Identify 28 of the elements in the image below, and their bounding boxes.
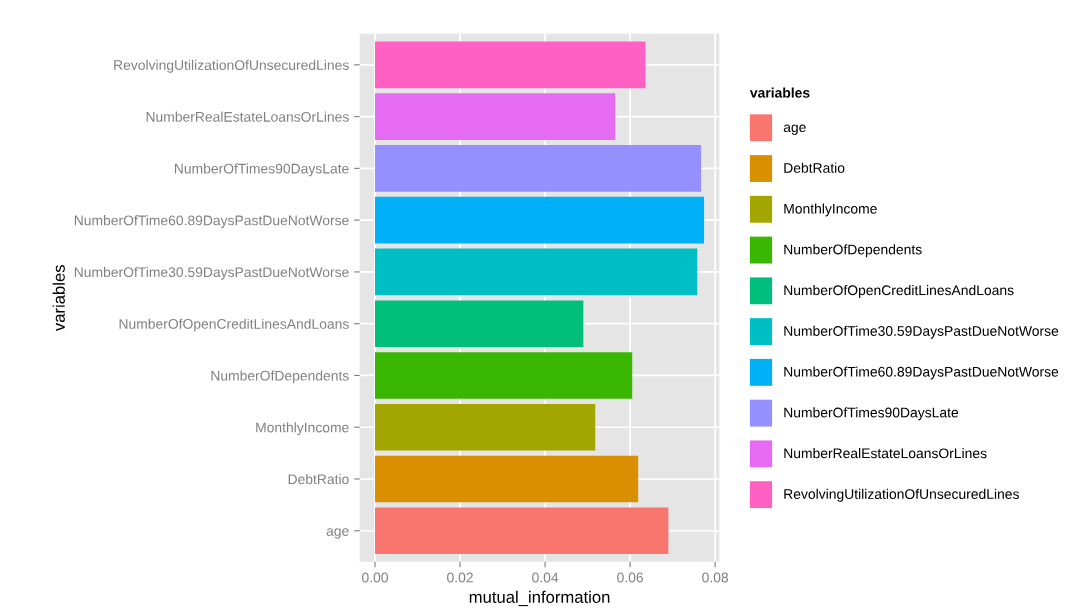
y-tick-label: DebtRatio xyxy=(288,473,349,485)
x-tick-label: 0.00 xyxy=(362,572,388,583)
y-tick-label: RevolvingUtilizationOfUnsecuredLines xyxy=(114,59,349,73)
y-tick-label: age xyxy=(326,528,349,539)
y-tick-label: NumberOfTimes90DaysLate xyxy=(174,163,349,177)
legend-label: NumberOfTimes90DaysLate xyxy=(784,407,959,421)
legend-label: NumberRealEstateLoansOrLines xyxy=(784,448,987,459)
y-tick-label: NumberOfDependents xyxy=(211,370,349,384)
y-tick-label: NumberOfOpenCreditLinesAndLoans xyxy=(119,318,349,332)
y-tick-label: MonthlyIncome xyxy=(256,422,349,436)
legend-label: NumberOfOpenCreditLinesAndLoans xyxy=(784,284,1014,298)
x-tick-label: 0.06 xyxy=(617,572,644,583)
legend-label: NumberOfTime30.59DaysPastDueNotWorse xyxy=(784,325,1059,339)
legend-label: MonthlyIncome xyxy=(784,203,877,217)
x-axis-title: mutual_information xyxy=(469,590,610,607)
legend-label: NumberOfDependents xyxy=(784,244,922,258)
legend-label: age xyxy=(783,124,806,135)
x-tick-label: 0.04 xyxy=(532,572,559,583)
legend-label: DebtRatio xyxy=(784,162,845,173)
y-tick-label: NumberOfTime30.59DaysPastDueNotWorse xyxy=(74,266,349,280)
y-tick-label: NumberOfTime60.89DaysPastDueNotWorse xyxy=(74,215,349,229)
y-axis-title: variables xyxy=(52,265,65,332)
y-tick-label: NumberRealEstateLoansOrLines xyxy=(146,111,349,122)
x-tick-label: 0.08 xyxy=(702,572,729,583)
x-tick-label: 0.02 xyxy=(447,572,473,583)
legend-label: RevolvingUtilizationOfUnsecuredLines xyxy=(784,488,1019,502)
legend-label: NumberOfTime60.89DaysPastDueNotWorse xyxy=(784,366,1059,380)
legend-title: variables xyxy=(749,87,810,98)
